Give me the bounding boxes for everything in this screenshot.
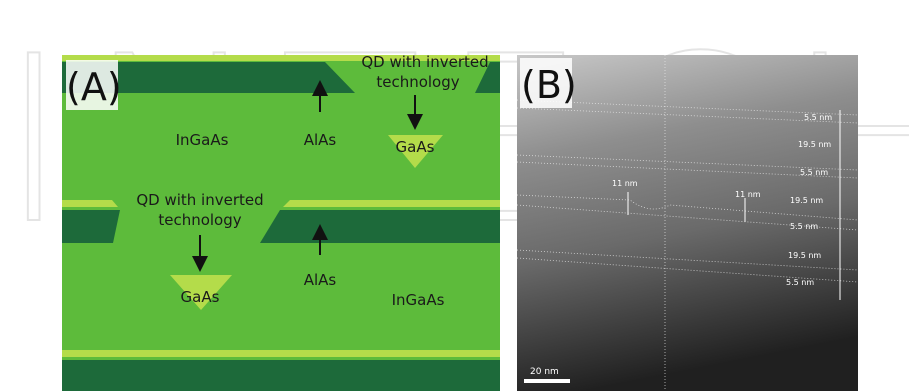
annotation: technology [376,73,459,91]
panel-label: (B) [521,63,577,107]
annotation: technology [158,211,241,229]
annotation: AlAs [304,271,337,289]
measurement-label: 11 nm [735,190,761,199]
annotation: InGaAs [176,131,229,149]
measurement-label: 5.5 nm [804,113,832,122]
measurement-label: 19.5 nm [790,196,823,205]
measurement-label: 19.5 nm [788,251,821,260]
annotation: QD with inverted [136,191,263,209]
annotation: GaAs [396,138,435,156]
panel-label: (A) [66,65,122,109]
scale-bar-label: 20 nm [530,367,559,377]
annotation: GaAs [181,288,220,306]
measurement-label: 19.5 nm [798,140,831,149]
panel-b: (B) 5.5 nm 19.5 nm 5.5 nm 11 nm 11 nm 19.5 nm… [516,55,859,391]
annotation: QD with inverted [361,53,488,71]
measurement-label: 5.5 nm [790,222,818,231]
annotation: AlAs [304,131,337,149]
measurement-label: 5.5 nm [786,278,814,287]
annotation: InGaAs [392,291,445,309]
measurement-label: 5.5 nm [800,168,828,177]
measurement-label: 11 nm [612,179,638,188]
panel-a: (A) QD with inverted technology AlAs InG… [62,53,500,391]
